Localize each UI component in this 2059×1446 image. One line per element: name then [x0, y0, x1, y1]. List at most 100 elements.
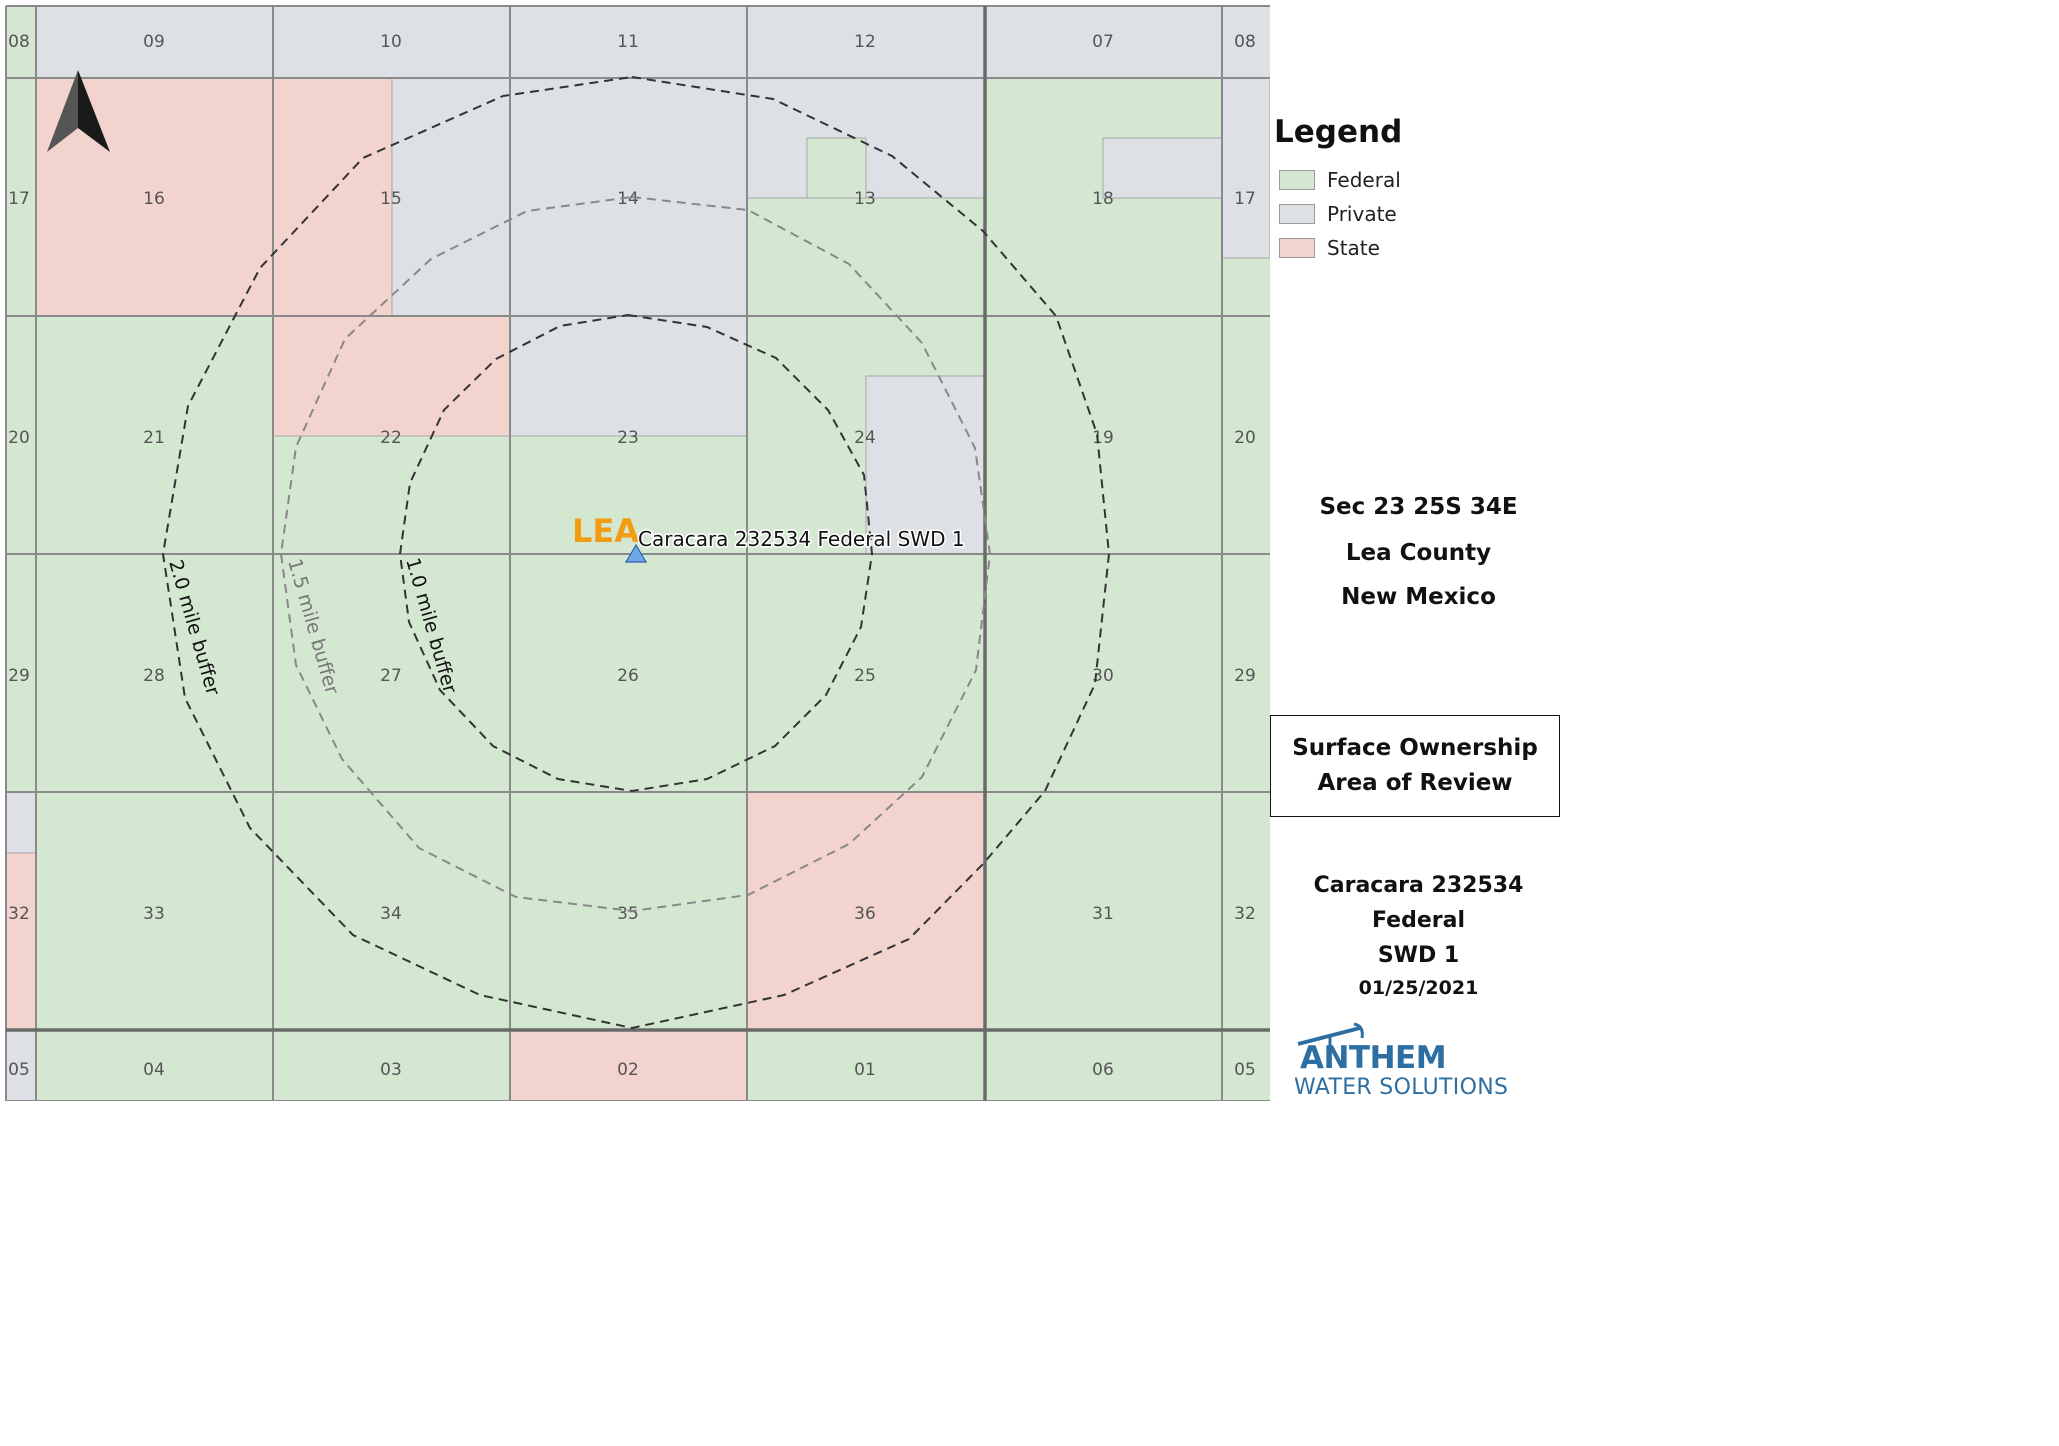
company-logo: ANTHEM WATER SOLUTIONS — [1294, 1020, 1554, 1101]
parcel-state — [272, 315, 511, 437]
logo-tagline: WATER SOLUTIONS — [1294, 1075, 1509, 1100]
section-fill — [510, 6, 747, 78]
pumpjack-icon — [1297, 1022, 1364, 1060]
location-section: Sec 23 25S 34E — [1319, 494, 1518, 520]
section-label: 33 — [143, 904, 165, 924]
legend-label-federal: Federal — [1327, 168, 1401, 192]
section-label: 31 — [1092, 904, 1114, 924]
section-label: 10 — [380, 32, 402, 52]
section-fill — [273, 6, 510, 78]
map-frame: 08 09 10 11 12 07 08 17 16 15 14 13 18 17 20 21 22 23 24 19… — [0, 0, 1270, 1101]
parcel-state — [5, 852, 37, 1031]
map-date: 01/25/2021 — [1358, 977, 1479, 999]
section-label: 07 — [1092, 32, 1114, 52]
section-label: 29 — [1234, 666, 1256, 686]
section-label: 25 — [854, 666, 876, 686]
section-label: 11 — [617, 32, 639, 52]
parcel-private — [1221, 77, 1270, 259]
section-label: 16 — [143, 189, 165, 209]
section-fill — [1222, 792, 1270, 1030]
well-marker-icon — [624, 543, 648, 563]
buffer-ring — [279, 195, 992, 913]
section-fill — [985, 316, 1222, 554]
parcel-private — [391, 77, 511, 317]
section-labels: 08 09 10 11 12 07 08 17 16 15 14 13 18 17 20 21 22 23 24 19… — [8, 32, 1256, 1080]
section-label: 26 — [617, 666, 639, 686]
parcel-private — [5, 791, 37, 854]
well-name-line1: Caracara 232534 Federal — [1313, 873, 1524, 933]
section-label: 15 — [380, 189, 402, 209]
section-label: 29 — [8, 666, 30, 686]
section-fill — [6, 6, 36, 78]
section-fill — [273, 554, 510, 792]
logo-name: ANTHEM — [1300, 1040, 1447, 1076]
map-canvas: 08 09 10 11 12 07 08 17 16 15 14 13 18 17 20 21 22 23 24 19… — [5, 5, 1270, 1101]
section-label: 02 — [617, 1060, 639, 1080]
section-fill — [273, 1030, 510, 1101]
well-name: Caracara 232534 Federal SWD 1 — [1270, 868, 1567, 973]
section-fill — [1222, 554, 1270, 792]
section-label: 01 — [854, 1060, 876, 1080]
section-label: 20 — [8, 428, 30, 448]
well-name-line2: SWD 1 — [1377, 943, 1460, 968]
section-fill — [6, 554, 36, 792]
section-fill — [985, 6, 1222, 78]
section-label: 09 — [143, 32, 165, 52]
section-label: 32 — [8, 904, 30, 924]
section-label: 05 — [1234, 1060, 1256, 1080]
section-label: 14 — [617, 189, 639, 209]
section-fill — [1222, 316, 1270, 554]
legend-item-private: Private — [1279, 202, 1397, 226]
legend-item-state: State — [1279, 236, 1380, 260]
map-title-box: Surface Ownership Area of Review — [1270, 715, 1560, 817]
section-label: 23 — [617, 428, 639, 448]
section-label: 30 — [1092, 666, 1114, 686]
buffer-ring — [398, 313, 874, 793]
section-label: 17 — [1234, 189, 1256, 209]
section-label: 06 — [1092, 1060, 1114, 1080]
section-fill — [747, 6, 985, 78]
section-fill — [747, 1030, 985, 1101]
section-label: 03 — [380, 1060, 402, 1080]
parcel-private — [1102, 137, 1223, 199]
section-label: 20 — [1234, 428, 1256, 448]
section-fill — [985, 1030, 1222, 1101]
well-label: Caracara 232534 Federal SWD 1 — [638, 527, 965, 551]
section-label: 05 — [8, 1060, 30, 1080]
north-arrow-icon — [47, 70, 110, 152]
location-county: Lea County — [1345, 540, 1492, 566]
section-fill — [510, 1030, 747, 1101]
section-label: 34 — [380, 904, 402, 924]
section-fill — [1222, 6, 1270, 78]
map-title-line1: Surface Ownership — [1292, 735, 1538, 761]
parcel-private — [865, 375, 986, 555]
section-fill — [36, 316, 273, 554]
legend-swatch-state — [1279, 238, 1315, 258]
section-fill — [6, 316, 36, 554]
section-fill — [985, 554, 1222, 792]
section-label: 36 — [854, 904, 876, 924]
side-panel: Legend Federal Private State Sec 23 25S … — [1270, 0, 1567, 1101]
section-label: 27 — [380, 666, 402, 686]
section-label: 13 — [854, 189, 876, 209]
section-label: 35 — [617, 904, 639, 924]
section-fill — [1222, 1030, 1270, 1101]
parcel-federal — [806, 137, 867, 199]
section-fill — [747, 792, 985, 1030]
section-label: 24 — [854, 428, 876, 448]
legend-label-private: Private — [1327, 202, 1397, 226]
section-label: 08 — [8, 32, 30, 52]
section-label: 28 — [143, 666, 165, 686]
section-label: 17 — [8, 189, 30, 209]
section-label: 32 — [1234, 904, 1256, 924]
legend-item-federal: Federal — [1279, 168, 1401, 192]
parcel-private — [509, 315, 748, 437]
section-label: 08 — [1234, 32, 1256, 52]
section-fill — [36, 792, 273, 1030]
section-fill — [36, 554, 273, 792]
section-label: 22 — [380, 428, 402, 448]
map-title-line2: Area of Review — [1317, 770, 1513, 796]
section-fill — [36, 1030, 273, 1101]
legend-title: Legend — [1274, 114, 1403, 150]
